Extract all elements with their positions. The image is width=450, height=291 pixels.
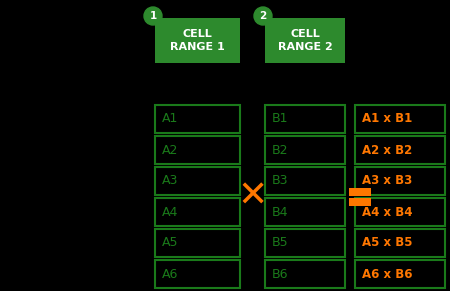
FancyBboxPatch shape	[265, 229, 345, 257]
FancyBboxPatch shape	[265, 105, 345, 133]
FancyBboxPatch shape	[265, 167, 345, 195]
FancyBboxPatch shape	[355, 136, 445, 164]
Text: B5: B5	[272, 237, 288, 249]
FancyBboxPatch shape	[155, 229, 240, 257]
Text: A5: A5	[162, 237, 179, 249]
Text: A6: A6	[162, 267, 178, 281]
FancyBboxPatch shape	[265, 260, 345, 288]
FancyBboxPatch shape	[155, 136, 240, 164]
Circle shape	[144, 7, 162, 25]
Circle shape	[254, 7, 272, 25]
Text: A4 x B4: A4 x B4	[362, 205, 413, 219]
Text: CELL
RANGE 1: CELL RANGE 1	[170, 29, 225, 52]
Text: A3: A3	[162, 175, 178, 187]
FancyBboxPatch shape	[349, 198, 371, 205]
Text: A2 x B2: A2 x B2	[362, 143, 412, 157]
FancyBboxPatch shape	[155, 105, 240, 133]
Text: A2: A2	[162, 143, 178, 157]
Text: CELL
RANGE 2: CELL RANGE 2	[278, 29, 333, 52]
Text: B4: B4	[272, 205, 288, 219]
FancyBboxPatch shape	[355, 167, 445, 195]
Text: B3: B3	[272, 175, 288, 187]
Text: A1 x B1: A1 x B1	[362, 113, 412, 125]
FancyBboxPatch shape	[155, 18, 240, 63]
FancyBboxPatch shape	[355, 229, 445, 257]
FancyBboxPatch shape	[355, 198, 445, 226]
FancyBboxPatch shape	[155, 167, 240, 195]
Text: 2: 2	[259, 11, 266, 21]
FancyBboxPatch shape	[155, 198, 240, 226]
FancyBboxPatch shape	[265, 18, 345, 63]
Text: A1: A1	[162, 113, 178, 125]
Text: B6: B6	[272, 267, 288, 281]
Text: ✕: ✕	[238, 180, 268, 214]
Text: B2: B2	[272, 143, 288, 157]
Text: A4: A4	[162, 205, 178, 219]
Text: A6 x B6: A6 x B6	[362, 267, 413, 281]
FancyBboxPatch shape	[355, 260, 445, 288]
Text: A5 x B5: A5 x B5	[362, 237, 413, 249]
Text: 1: 1	[149, 11, 157, 21]
FancyBboxPatch shape	[265, 198, 345, 226]
FancyBboxPatch shape	[349, 187, 371, 196]
FancyBboxPatch shape	[155, 260, 240, 288]
FancyBboxPatch shape	[355, 105, 445, 133]
FancyBboxPatch shape	[265, 136, 345, 164]
Text: B1: B1	[272, 113, 288, 125]
Text: A3 x B3: A3 x B3	[362, 175, 412, 187]
